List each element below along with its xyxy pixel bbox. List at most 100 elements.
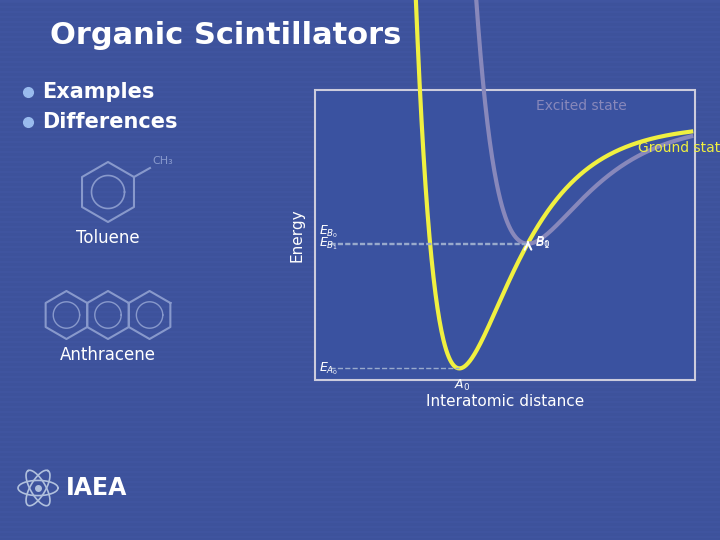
Bar: [0, 12, 720, 15]
Bar: [0, 118, 720, 120]
Bar: [0, 3, 720, 5]
Bar: [0, 227, 720, 230]
Text: Differences: Differences: [42, 112, 178, 132]
Bar: [0, 238, 720, 240]
Bar: [0, 72, 720, 75]
Bar: [0, 92, 720, 95]
Bar: [0, 537, 720, 540]
Bar: [0, 282, 720, 285]
Bar: [0, 517, 720, 520]
Text: $E_{B_0}$: $E_{B_0}$: [319, 223, 338, 240]
Bar: [0, 43, 720, 45]
Bar: [0, 333, 720, 335]
Bar: [0, 8, 720, 10]
Bar: [0, 222, 720, 225]
Bar: [0, 192, 720, 195]
Bar: [0, 512, 720, 515]
Bar: [0, 307, 720, 310]
Bar: [0, 342, 720, 345]
Bar: [0, 143, 720, 145]
Bar: [0, 503, 720, 505]
Bar: [0, 138, 720, 140]
Text: $E_{B_1}$: $E_{B_1}$: [319, 235, 338, 252]
Bar: [0, 413, 720, 415]
Bar: [0, 253, 720, 255]
Bar: [0, 163, 720, 165]
Bar: [0, 63, 720, 65]
Bar: [0, 183, 720, 185]
Bar: [0, 497, 720, 500]
Text: Examples: Examples: [42, 82, 154, 102]
Bar: [0, 23, 720, 25]
Text: Anthracene: Anthracene: [60, 346, 156, 364]
Bar: [0, 258, 720, 260]
Bar: [0, 457, 720, 460]
Bar: [0, 442, 720, 445]
Bar: [0, 273, 720, 275]
Text: $A_0$: $A_0$: [454, 379, 470, 394]
Bar: [0, 202, 720, 205]
Text: Energy: Energy: [289, 208, 305, 262]
Bar: [0, 87, 720, 90]
Bar: [0, 207, 720, 210]
Bar: [0, 508, 720, 510]
Text: Excited state: Excited state: [536, 99, 626, 113]
Bar: [0, 247, 720, 250]
Bar: [0, 147, 720, 150]
Bar: [0, 377, 720, 380]
Bar: [0, 397, 720, 400]
Bar: [0, 368, 720, 370]
Bar: [0, 532, 720, 535]
Bar: [0, 428, 720, 430]
Bar: [0, 123, 720, 125]
Bar: [0, 127, 720, 130]
Bar: [0, 218, 720, 220]
Bar: [0, 472, 720, 475]
Bar: [0, 433, 720, 435]
Text: Interatomic distance: Interatomic distance: [426, 395, 584, 409]
Bar: [0, 17, 720, 20]
Bar: [0, 327, 720, 330]
Bar: [0, 187, 720, 190]
Bar: [0, 213, 720, 215]
Bar: [0, 152, 720, 155]
Bar: [0, 488, 720, 490]
Bar: [0, 262, 720, 265]
Bar: [0, 422, 720, 425]
Bar: [0, 112, 720, 115]
Bar: [0, 52, 720, 55]
Bar: [0, 477, 720, 480]
Bar: [0, 338, 720, 340]
Bar: [0, 68, 720, 70]
Bar: [0, 523, 720, 525]
Bar: [0, 448, 720, 450]
Bar: [0, 107, 720, 110]
Text: CH₃: CH₃: [152, 156, 173, 166]
Bar: [0, 382, 720, 385]
Bar: [0, 402, 720, 405]
Bar: [0, 302, 720, 305]
Bar: [0, 528, 720, 530]
Bar: [0, 492, 720, 495]
Bar: [0, 158, 720, 160]
Bar: [0, 278, 720, 280]
Bar: [0, 298, 720, 300]
Bar: [0, 348, 720, 350]
Bar: [0, 267, 720, 270]
Text: IAEA: IAEA: [66, 476, 127, 500]
Bar: [0, 462, 720, 465]
Bar: [315, 90, 695, 380]
Bar: [0, 293, 720, 295]
Bar: [0, 468, 720, 470]
Bar: [0, 167, 720, 170]
Bar: [0, 48, 720, 50]
Bar: [0, 78, 720, 80]
Bar: [0, 98, 720, 100]
Bar: [0, 103, 720, 105]
Bar: [0, 393, 720, 395]
Bar: [0, 318, 720, 320]
Bar: [0, 132, 720, 135]
Text: $B_1$: $B_1$: [535, 236, 550, 251]
Bar: [0, 287, 720, 290]
Bar: [0, 357, 720, 360]
